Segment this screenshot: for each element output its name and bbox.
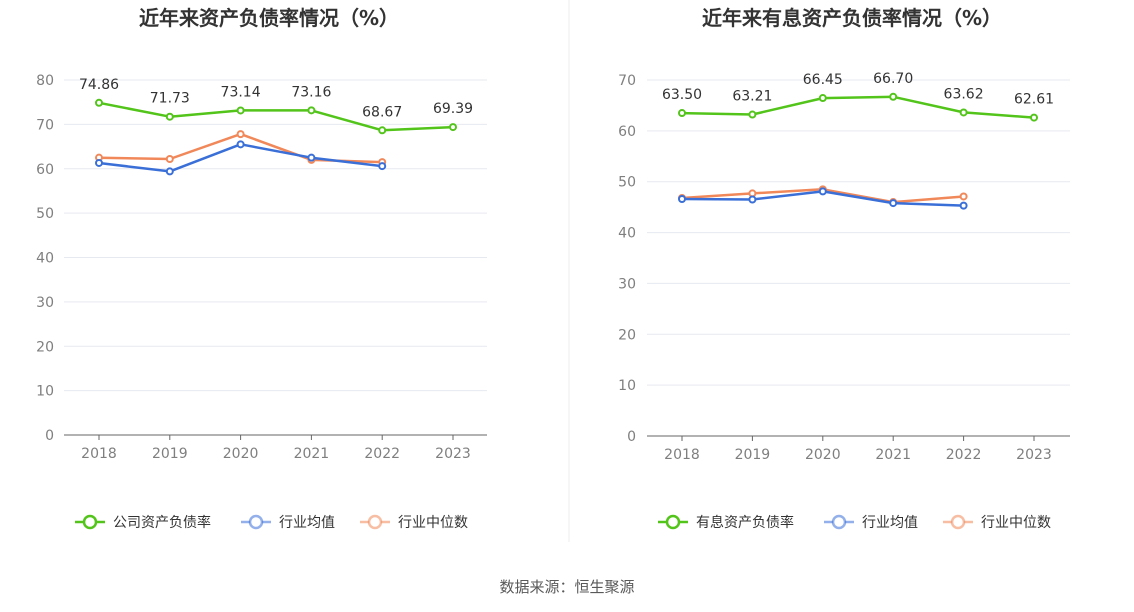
x-tick-label: 2021 (294, 446, 330, 462)
legend-label: 行业中位数 (398, 515, 468, 531)
legend-item: 行业中位数 (943, 514, 1051, 531)
y-tick-label: 10 (36, 384, 54, 400)
data-point (748, 195, 757, 204)
y-tick-label: 40 (36, 251, 54, 267)
legend-item: 行业均值 (824, 514, 918, 531)
legend-marker-icon (831, 514, 847, 530)
y-tick-label: 30 (36, 295, 54, 311)
data-source-note: 数据来源：恒生聚源 (499, 578, 634, 596)
y-tick-label: 0 (45, 428, 54, 444)
data-point (678, 195, 686, 204)
data-label: 66.70 (873, 71, 913, 87)
y-tick-label: 30 (618, 276, 636, 292)
y-tick-label: 70 (36, 117, 54, 133)
data-label: 63.21 (732, 89, 772, 105)
data-point (378, 126, 387, 135)
legend-label: 有息资产负债率 (696, 514, 794, 531)
chart-title: 近年来有息资产负债率情况（%） (702, 6, 1002, 30)
x-tick-label: 2020 (223, 446, 259, 462)
y-tick-label: 50 (36, 206, 54, 222)
data-point (889, 92, 898, 101)
data-point (236, 106, 245, 115)
legend-item: 公司资产负债率 (75, 514, 211, 531)
legend-item: 行业中位数 (360, 514, 468, 531)
y-tick-label: 20 (618, 327, 636, 343)
y-tick-label: 70 (618, 73, 636, 89)
x-tick-label: 2022 (946, 447, 982, 463)
data-point (165, 112, 174, 121)
legend-marker-icon (82, 514, 98, 530)
y-tick-label: 60 (618, 124, 636, 140)
legend-label: 行业中位数 (981, 515, 1051, 531)
x-tick-label: 2018 (81, 446, 117, 462)
data-point (165, 154, 174, 163)
legend-label: 公司资产负债率 (113, 514, 211, 531)
legend-marker-icon (248, 514, 264, 530)
data-point (818, 187, 827, 196)
data-point (165, 167, 174, 176)
y-tick-label: 80 (36, 73, 54, 89)
data-label: 69.39 (433, 101, 473, 117)
data-point (449, 123, 457, 132)
data-point (236, 130, 245, 139)
data-point (307, 153, 316, 162)
data-point (1030, 113, 1038, 122)
y-tick-label: 40 (618, 226, 636, 242)
data-label: 63.50 (662, 87, 702, 103)
x-tick-label: 2023 (1016, 447, 1052, 463)
data-point (748, 110, 757, 119)
data-point (678, 109, 686, 118)
data-label: 73.14 (221, 84, 261, 100)
data-point (307, 106, 316, 115)
y-tick-label: 0 (627, 429, 636, 445)
data-point (959, 108, 968, 117)
y-tick-label: 10 (618, 378, 636, 394)
data-label: 63.62 (944, 86, 984, 102)
x-tick-label: 2022 (364, 446, 400, 462)
legend-item: 有息资产负债率 (658, 514, 794, 531)
data-point (95, 158, 103, 167)
x-tick-label: 2019 (152, 446, 188, 462)
data-point (378, 162, 387, 171)
legend-label: 行业均值 (279, 515, 335, 531)
data-point (818, 94, 827, 103)
chart-panel-asset-liability-ratio: 近年来资产负债率情况（%） 0 10 20 30 40 50 60 70 80 2018 2019 20… (36, 6, 487, 531)
data-label: 74.86 (79, 77, 119, 93)
legend-item: 行业均值 (241, 514, 335, 531)
legend-marker-icon (665, 514, 681, 530)
legend-marker-icon (950, 514, 966, 530)
data-label: 68.67 (362, 104, 402, 120)
y-tick-label: 20 (36, 339, 54, 355)
y-tick-label: 50 (618, 175, 636, 191)
legend-marker-icon (367, 514, 383, 530)
data-label: 71.73 (150, 91, 190, 107)
data-point (95, 98, 103, 107)
data-label: 73.16 (291, 84, 331, 100)
legend-label: 行业均值 (862, 515, 918, 531)
x-tick-label: 2021 (875, 447, 911, 463)
data-point (748, 189, 757, 198)
data-label: 62.61 (1014, 92, 1054, 108)
y-tick-label: 60 (36, 162, 54, 178)
x-tick-label: 2018 (664, 447, 700, 463)
data-point (959, 201, 968, 210)
x-tick-label: 2020 (805, 447, 841, 463)
x-tick-label: 2023 (435, 446, 471, 462)
data-point (889, 199, 898, 208)
x-tick-label: 2019 (735, 447, 771, 463)
chart-title: 近年来资产负债率情况（%） (139, 6, 399, 30)
series-line (98, 101, 454, 132)
data-label: 66.45 (803, 72, 843, 88)
chart-panel-interest-bearing-liability-ratio: 近年来有息资产负债率情况（%） 0 10 20 30 40 50 60 70 2018 2019 20… (618, 6, 1070, 531)
data-point (959, 192, 968, 201)
series-line (681, 95, 1035, 119)
data-point (236, 140, 245, 149)
